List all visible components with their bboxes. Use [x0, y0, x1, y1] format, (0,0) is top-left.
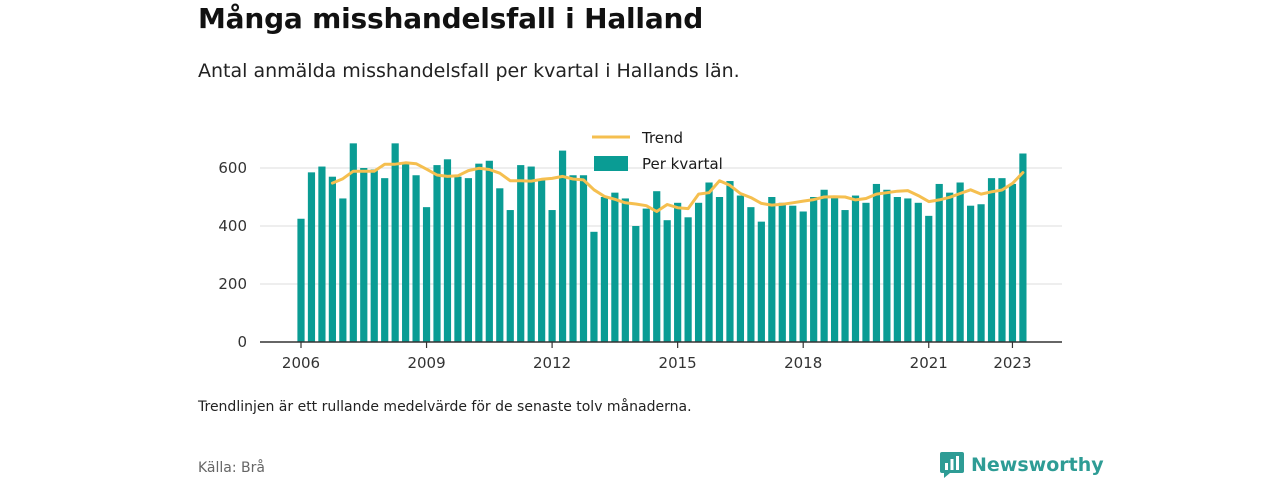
bar	[799, 211, 807, 342]
bar	[977, 204, 985, 342]
brand-name: Newsworthy	[971, 454, 1104, 476]
y-tick-label: 200	[218, 275, 247, 293]
axes: 2006 2009 2012 2015 2018 2021 2023	[260, 341, 1062, 372]
bar	[736, 195, 745, 342]
bar	[768, 197, 776, 342]
bar	[747, 207, 755, 342]
bar	[925, 215, 933, 342]
bar	[1008, 183, 1017, 342]
y-tick-label: 400	[218, 217, 247, 235]
bar	[830, 195, 839, 342]
bar	[841, 210, 849, 342]
bar	[694, 202, 703, 342]
y-tick-label: 600	[218, 159, 247, 177]
bar	[967, 205, 975, 342]
bar	[569, 175, 577, 342]
bar	[381, 178, 389, 342]
bar	[705, 182, 713, 342]
x-tick-label: 2015	[659, 354, 697, 372]
bar	[632, 226, 640, 342]
bar	[893, 197, 901, 342]
source-label: Källa: Brå	[198, 460, 265, 476]
x-tick-label: 2023	[993, 354, 1031, 372]
bar	[946, 192, 954, 342]
bar	[611, 192, 619, 342]
bar	[517, 165, 525, 342]
x-tick-label: 2018	[784, 354, 822, 372]
y-tick-label: 0	[237, 333, 247, 351]
bar	[527, 166, 535, 342]
bar	[402, 163, 410, 342]
bar	[464, 178, 472, 342]
bar	[820, 189, 828, 342]
bar	[1019, 153, 1027, 342]
bar	[339, 198, 347, 342]
footnote: Trendlinjen är ett rullande medelvärde f…	[198, 399, 692, 415]
bar	[757, 221, 765, 342]
bar	[328, 176, 336, 342]
bar	[810, 197, 818, 342]
bar	[318, 166, 326, 342]
bar	[538, 179, 546, 342]
bar	[475, 163, 483, 342]
bar	[496, 188, 504, 342]
bar	[642, 208, 650, 342]
bar	[778, 202, 786, 342]
bar	[422, 207, 431, 342]
chart-subtitle: Antal anmälda misshandelsfall per kvarta…	[198, 60, 740, 82]
bars	[297, 143, 1027, 342]
bar	[621, 198, 629, 342]
chart-title: Många misshandelsfall i Halland	[198, 2, 704, 35]
brand-logo: Newsworthy	[940, 452, 1104, 478]
bar	[548, 210, 556, 342]
bar	[674, 202, 682, 342]
bar	[987, 178, 996, 342]
bar	[726, 181, 734, 342]
bar	[590, 231, 598, 342]
x-tick-label: 2006	[282, 354, 320, 372]
bar	[370, 169, 378, 342]
legend-bar-swatch	[594, 156, 628, 171]
bar	[360, 168, 368, 342]
x-tick-label: 2021	[910, 354, 948, 372]
bar	[653, 191, 661, 342]
bar	[485, 160, 493, 342]
legend: Trend Per kvartal	[592, 129, 723, 173]
bar	[872, 183, 881, 342]
bar	[412, 175, 420, 342]
x-tick-label: 2012	[533, 354, 571, 372]
bar	[454, 176, 462, 342]
bar	[789, 205, 797, 342]
bar	[663, 220, 671, 342]
bar	[883, 189, 891, 342]
bar	[904, 198, 912, 342]
bar	[914, 202, 922, 342]
bar	[579, 175, 588, 342]
bar	[862, 202, 870, 342]
bar	[349, 143, 357, 342]
bar	[715, 197, 724, 342]
bar	[851, 195, 860, 342]
bar	[443, 159, 452, 342]
bar	[600, 197, 609, 342]
trend-line	[330, 161, 1025, 213]
bar	[391, 143, 399, 342]
bar	[935, 183, 943, 342]
trend-line-layer	[330, 161, 1025, 213]
legend-bar-label: Per kvartal	[642, 155, 723, 173]
x-tick-label: 2009	[407, 354, 445, 372]
bar	[297, 218, 305, 342]
bar	[558, 150, 567, 342]
legend-trend-label: Trend	[641, 129, 683, 147]
bar	[307, 172, 316, 342]
bar	[506, 210, 514, 342]
bar	[684, 217, 692, 342]
bar	[956, 182, 964, 342]
bar	[998, 178, 1006, 342]
bar-chart-logo-icon	[940, 452, 964, 478]
bar	[433, 165, 441, 342]
